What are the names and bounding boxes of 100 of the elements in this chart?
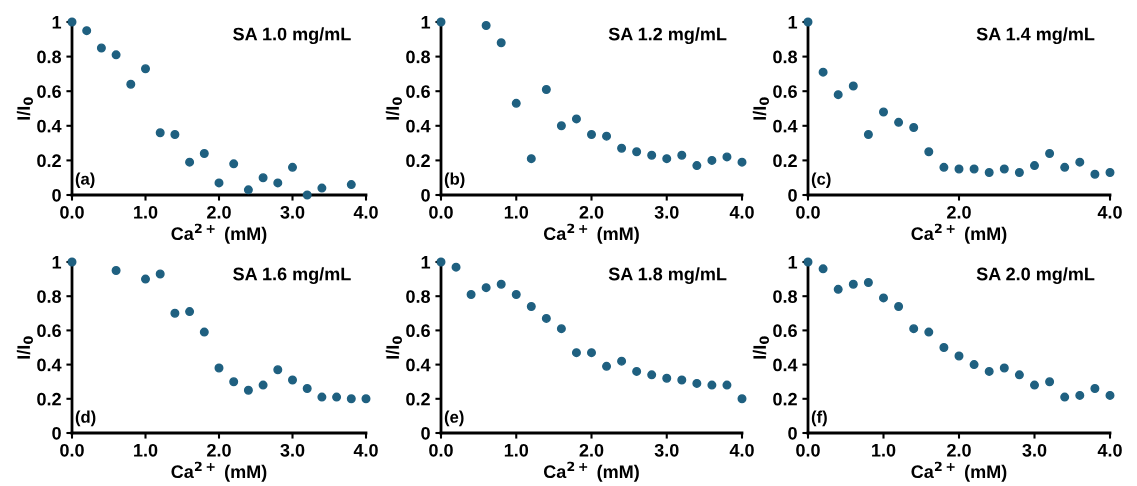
y-tick-label: 0	[421, 188, 430, 202]
point	[496, 38, 506, 48]
point	[1045, 377, 1055, 387]
x-tick-label: 4.0	[353, 205, 378, 219]
x-tick-label: 4.0	[353, 443, 378, 457]
point	[141, 64, 150, 74]
point	[155, 128, 165, 138]
y-tick-label: 1	[421, 16, 431, 29]
y-tick-label: 0.8	[773, 290, 798, 303]
point	[526, 154, 536, 164]
point	[924, 147, 934, 157]
point	[243, 185, 253, 195]
x-axis-title: Ca$^{2+}$ (mM)	[171, 223, 267, 244]
point	[1090, 384, 1100, 394]
x-tick-label: 3.0	[280, 205, 305, 219]
y-tick-label: 0.6	[406, 85, 430, 98]
annotation: (d)	[75, 410, 96, 427]
point	[1060, 162, 1070, 172]
point	[722, 152, 732, 162]
point	[526, 301, 536, 311]
point	[82, 26, 92, 36]
point	[317, 183, 327, 193]
y-tick-label: 0.8	[37, 50, 62, 64]
point	[511, 98, 521, 108]
point	[587, 348, 596, 358]
y-axis-title: I/I$_{0}$	[16, 97, 34, 120]
y-tick-label: 0.8	[37, 290, 62, 303]
point	[258, 173, 268, 183]
annotation: (c)	[811, 172, 831, 189]
x-tick-label: 0.0	[429, 443, 453, 457]
y-tick-label: 0.6	[773, 324, 797, 338]
point	[707, 155, 717, 165]
point	[969, 360, 979, 370]
point	[199, 148, 209, 158]
point	[96, 43, 106, 53]
y-tick-label: 1	[421, 256, 431, 269]
chart-title: SA 1.0 mg/mL	[233, 27, 351, 45]
y-tick-label: 0.4	[37, 358, 62, 372]
chart-title: SA 1.8 mg/mL	[608, 267, 727, 285]
point	[602, 361, 612, 371]
point	[302, 190, 312, 200]
y-tick-label: 0.2	[37, 154, 61, 168]
point	[894, 117, 904, 127]
y-tick-label: 0.2	[37, 392, 61, 406]
point	[879, 107, 888, 117]
point	[737, 157, 747, 167]
y-tick-label: 0	[52, 426, 61, 440]
annotation: (f)	[811, 410, 827, 427]
point	[1090, 169, 1100, 179]
point	[346, 394, 356, 404]
point	[848, 81, 858, 91]
x-tick-label: 2.0	[579, 205, 604, 219]
x-tick-label: 0.0	[60, 205, 84, 219]
point	[288, 162, 297, 172]
point	[511, 289, 521, 299]
point	[111, 266, 121, 276]
x-tick-label: 3.0	[280, 443, 305, 457]
x-tick-label: 2.0	[947, 443, 971, 457]
point	[632, 366, 642, 376]
point	[1045, 148, 1055, 158]
x-tick-label: 4.0	[1097, 443, 1122, 457]
x-axis-title: Ca$^{2+}$ (mM)	[543, 461, 639, 482]
x-tick-label: 4.0	[729, 205, 754, 219]
point	[170, 129, 180, 139]
point	[833, 90, 843, 100]
point	[677, 150, 687, 160]
y-tick-label: 0	[421, 426, 430, 440]
point	[229, 377, 239, 387]
point	[1075, 390, 1085, 400]
y-tick-label: 0	[788, 188, 797, 202]
y-axis-title: I/I$_{0}$	[752, 97, 770, 120]
point	[332, 392, 342, 402]
point	[302, 384, 312, 394]
point	[1075, 157, 1085, 167]
point	[707, 380, 717, 390]
point	[939, 162, 949, 172]
y-tick-label: 0.2	[406, 154, 430, 168]
point	[833, 284, 843, 294]
point	[999, 363, 1009, 373]
point	[954, 351, 964, 361]
point	[617, 356, 627, 366]
point	[1014, 168, 1024, 178]
y-tick-label: 0.6	[773, 85, 797, 98]
point	[126, 79, 136, 89]
point	[924, 327, 934, 337]
point	[346, 180, 356, 190]
x-tick-label: 1.0	[134, 205, 158, 219]
x-tick-label: 0.0	[796, 205, 820, 219]
y-tick-label: 0.2	[406, 392, 430, 406]
point	[647, 150, 657, 160]
point	[541, 84, 551, 94]
point	[984, 168, 994, 178]
x-tick-label: 0.0	[60, 443, 84, 457]
x-tick-label: 2.0	[207, 205, 231, 219]
point	[818, 264, 828, 274]
point	[969, 164, 979, 174]
point	[451, 262, 461, 272]
point	[481, 20, 491, 30]
point	[273, 365, 283, 375]
point	[602, 131, 612, 141]
